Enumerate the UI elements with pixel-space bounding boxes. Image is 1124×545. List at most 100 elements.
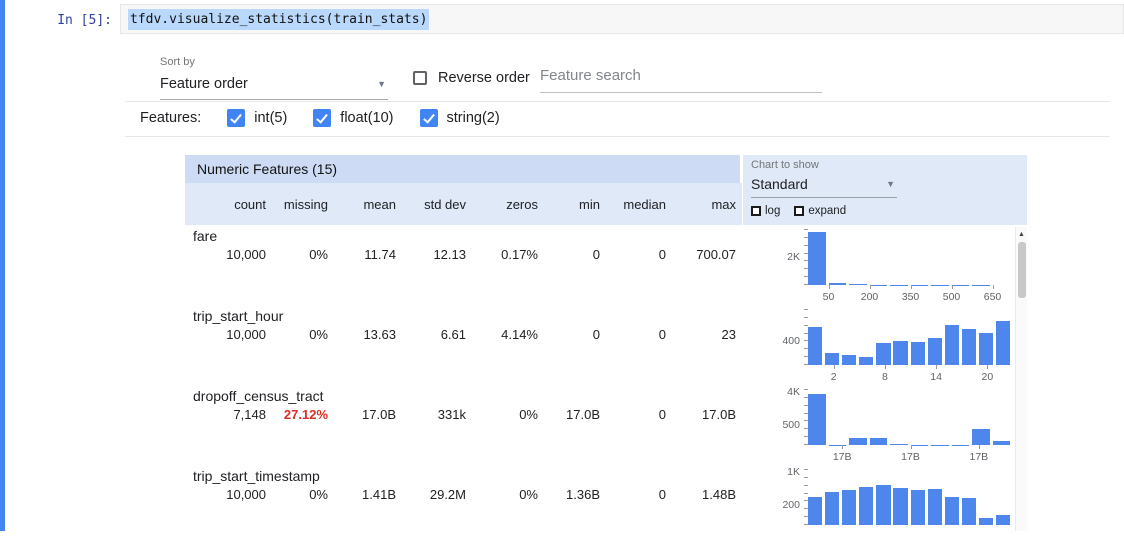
feature-stats: 10,000 0% 11.74 12.13 0.17% 0 0 700.07 [185, 247, 742, 262]
stat-std-dev: 29.2M [402, 487, 472, 502]
stat-missing: 27.12% [272, 407, 334, 422]
feature-stats: 10,000 0% 1.41B 29.2M 0% 1.36B 0 1.48B [185, 487, 742, 502]
stat-min: 17.0B [544, 407, 606, 422]
log-label: log [765, 205, 780, 217]
histogram-bar [972, 429, 990, 445]
histogram-plot [808, 230, 1013, 285]
stat-count: 10,000 [188, 247, 272, 262]
stat-std-dev: 331k [402, 407, 472, 422]
histogram-bar [842, 490, 856, 525]
col-zeros: zeros [472, 197, 544, 212]
code-text: tfdv.visualize_statistics(train_stats) [128, 9, 429, 30]
col-median: median [606, 197, 672, 212]
feature-name: fare [193, 228, 217, 244]
code-cell[interactable]: tfdv.visualize_statistics(train_stats) [120, 4, 1124, 34]
stat-mean: 13.63 [334, 327, 402, 342]
checkbox-unchecked-icon [794, 206, 804, 216]
chart-to-show-panel: Chart to show Standard ▼ log expand [743, 155, 1027, 225]
axis-tick [804, 333, 808, 334]
histogram-plot [808, 310, 1013, 365]
scroll-up-icon[interactable]: ▲ [1016, 227, 1027, 239]
x-axis-tick-label: 8 [860, 371, 910, 383]
axis-tick [804, 389, 808, 390]
axis-tick [804, 420, 808, 421]
stat-mean: 17.0B [334, 407, 402, 422]
axis-tick [952, 285, 953, 289]
y-axis-tick-label: 400 [742, 335, 800, 347]
sort-by-select[interactable]: Feature order ▼ [160, 70, 388, 100]
histogram-bar [808, 394, 826, 445]
scrollbar-thumb[interactable] [1018, 242, 1026, 298]
feature-stats: 10,000 0% 13.63 6.61 4.14% 0 0 23 [185, 327, 742, 342]
axis-tick [804, 317, 808, 318]
histogram-bar [842, 355, 856, 365]
divider [125, 101, 1110, 102]
table-row: fare 10,000 0% 11.74 12.13 0.17% 0 0 700… [185, 225, 1027, 305]
axis-tick [804, 364, 808, 365]
axis-tick [804, 444, 808, 445]
table-row: trip_start_timestamp 10,000 0% 1.41B 29.… [185, 465, 1027, 545]
stat-mean: 11.74 [334, 247, 402, 262]
axis-tick [804, 237, 808, 238]
stat-std-dev: 12.13 [402, 247, 472, 262]
stat-max: 17.0B [672, 407, 742, 422]
axis-tick [804, 348, 808, 349]
stat-min: 0 [544, 247, 606, 262]
axis-tick [804, 485, 808, 486]
y-axis-tick-label: 200 [742, 499, 800, 511]
axis-tick [804, 268, 808, 269]
axis-tick [804, 260, 808, 261]
y-axis-tick-label: 2K [742, 251, 800, 263]
axis-tick [804, 500, 808, 501]
filter-int[interactable]: int(5) [227, 109, 287, 127]
feature-name: trip_start_timestamp [193, 468, 320, 484]
expand-checkbox[interactable]: expand [794, 205, 846, 217]
axis-tick [870, 285, 871, 289]
axis-tick [804, 508, 808, 509]
stat-median: 0 [606, 487, 672, 502]
axis-tick [911, 445, 912, 449]
axis-tick [804, 516, 808, 517]
histogram-bar [993, 441, 1011, 445]
checkbox-unchecked-icon [751, 206, 761, 216]
histogram-bar [928, 489, 942, 525]
col-min: min [544, 197, 606, 212]
stat-count: 10,000 [188, 327, 272, 342]
axis-tick [804, 405, 808, 406]
filter-float[interactable]: float(10) [313, 109, 393, 127]
sort-by-label: Sort by [160, 56, 388, 68]
chevron-down-icon: ▼ [377, 79, 386, 89]
histogram-bar [996, 321, 1010, 365]
stat-missing: 0% [272, 487, 334, 502]
x-axis-tick-label: 2 [809, 371, 859, 383]
log-checkbox[interactable]: log [751, 205, 780, 217]
features-label: Features: [140, 110, 201, 126]
feature-filters: Features: int(5) float(10) string(2) [140, 105, 526, 131]
histogram-bar [825, 353, 839, 365]
axis-tick [804, 229, 808, 230]
table-rows: fare 10,000 0% 11.74 12.13 0.17% 0 0 700… [185, 225, 1027, 545]
reverse-order-checkbox[interactable]: Reverse order [413, 70, 530, 86]
stat-max: 23 [672, 327, 742, 342]
expand-label: expand [808, 205, 846, 217]
checkbox-checked-icon [313, 109, 331, 127]
histogram-plot [808, 390, 1013, 445]
chart-type-value: Standard [751, 176, 808, 192]
search-input[interactable] [540, 62, 822, 93]
numeric-features-table: Numeric Features (15) Chart to show Stan… [185, 155, 1027, 531]
x-axis-tick-label: 17B [886, 451, 936, 463]
filter-float-label: float(10) [340, 110, 393, 126]
histogram-bar [808, 232, 826, 285]
histogram-bar [945, 497, 959, 525]
stat-max: 700.07 [672, 247, 742, 262]
stat-zeros: 0.17% [472, 247, 544, 262]
feature-name: trip_start_hour [193, 308, 283, 324]
chart-scrollbar[interactable]: ▲ [1015, 227, 1027, 531]
chart-type-select[interactable]: Standard ▼ [751, 172, 897, 198]
filter-string[interactable]: string(2) [420, 109, 500, 127]
y-axis-tick-label: 4K [742, 386, 800, 398]
chevron-down-icon: ▼ [886, 179, 895, 189]
